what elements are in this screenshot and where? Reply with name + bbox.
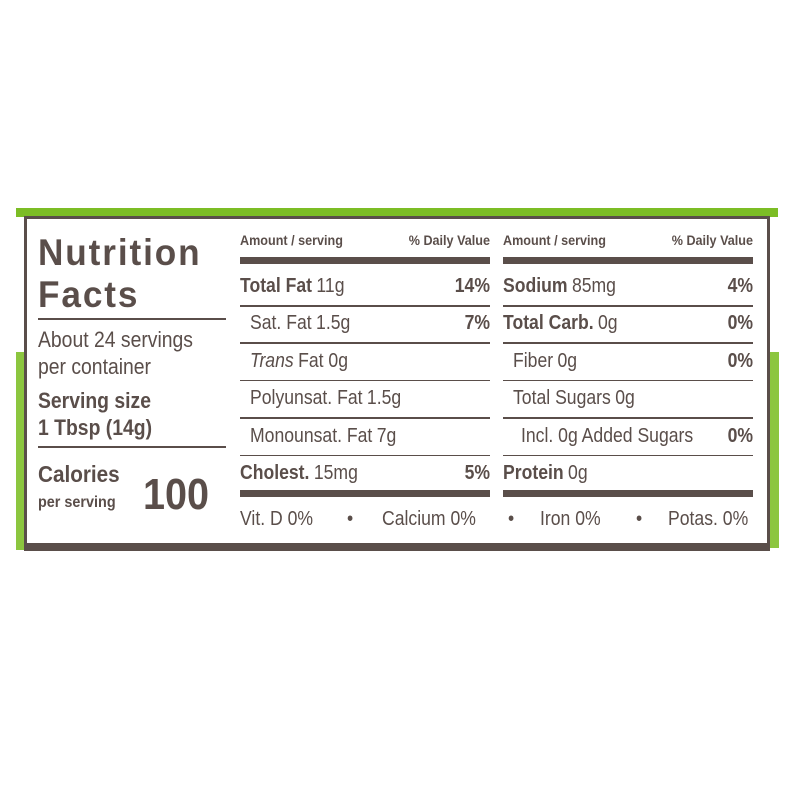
nutrient-row: Total Fat 11g — [240, 275, 345, 298]
thick-divider — [240, 257, 490, 264]
nutrient-name: Cholest. — [240, 462, 310, 484]
vitamin-item: Potas. 0% — [668, 508, 749, 530]
calories-sub: per serving — [38, 494, 116, 511]
nutrient-daily-value: 0% — [727, 424, 753, 447]
nutrient-daily-value: 7% — [464, 312, 490, 335]
nutrient-amount: 85mg — [571, 275, 616, 297]
row-divider — [503, 417, 753, 419]
bullet-separator: • — [508, 508, 515, 530]
nutrient-daily-value: 14% — [454, 275, 490, 297]
row-divider — [240, 305, 490, 307]
nutrient-amount: 11g — [316, 275, 345, 297]
row-divider — [503, 379, 753, 382]
nutrient-row: Fiber 0g — [513, 350, 577, 373]
nutrient-name: Total Carb. — [503, 312, 594, 335]
row-divider — [240, 379, 490, 382]
servings-line1: About 24 servings — [38, 327, 193, 352]
green-left-strip — [16, 352, 25, 550]
daily-value-header: % Daily Value — [671, 232, 753, 248]
serving-size-label: Serving size — [38, 388, 151, 413]
amount-per-serving-header: Amount / serving — [503, 232, 606, 248]
green-right-strip — [770, 352, 779, 548]
nutrient-name: Trans — [250, 349, 294, 372]
row-divider — [503, 454, 753, 457]
nutrient-name: Fiber — [513, 349, 554, 372]
nutrient-name: Polyunsat. Fat — [250, 387, 363, 410]
row-divider — [503, 305, 753, 307]
calories-value: 100 — [143, 470, 210, 519]
nutrient-name: Protein — [503, 462, 564, 484]
nutrient-amount: 0g — [598, 312, 618, 335]
nutrient-row: Protein 0g — [503, 462, 588, 485]
nutrient-name: Incl. 0g Added Sugars — [521, 424, 694, 447]
vitamin-item: Calcium 0% — [382, 508, 476, 530]
nutrient-row: Polyunsat. Fat 1.5g — [250, 387, 401, 410]
daily-value-header: % Daily Value — [408, 232, 490, 248]
bullet-separator: • — [636, 508, 643, 530]
calories-label: Calories — [38, 461, 120, 487]
thick-divider — [503, 257, 753, 264]
row-divider — [240, 417, 490, 419]
nutrient-name: Total Fat — [240, 275, 313, 297]
nutrient-daily-value: 0% — [727, 349, 753, 372]
nutrient-amount: 15mg — [313, 462, 358, 484]
nutrient-daily-value: 0% — [727, 312, 753, 335]
nutrient-row: Trans Fat 0g — [250, 350, 348, 373]
nutrient-amount: 0g — [615, 387, 635, 410]
nutrient-row: Total Sugars 0g — [513, 387, 635, 410]
row-divider — [503, 342, 753, 344]
nutrient-name: Sodium — [503, 275, 568, 297]
nutrient-amount: 0g — [568, 462, 588, 484]
nutrient-row: Sodium 85mg — [503, 275, 616, 298]
nutrient-amount: 7g — [376, 424, 397, 447]
nutrient-amount: Fat 0g — [298, 349, 348, 372]
nutrient-daily-value: 4% — [727, 275, 753, 297]
servings-per-container: About 24 servings per container — [38, 326, 193, 380]
amount-per-serving-header: Amount / serving — [240, 232, 343, 248]
vitamin-item: Iron 0% — [540, 508, 601, 530]
row-divider — [240, 454, 490, 457]
thick-divider — [503, 490, 753, 497]
title-line2: Facts — [38, 274, 140, 315]
serving-size-value: 1 Tbsp (14g) — [38, 415, 153, 440]
vitamin-item: Vit. D 0% — [240, 508, 314, 530]
divider — [38, 446, 226, 448]
nutrient-amount: 1.5g — [316, 312, 351, 335]
nutrient-row: Monounsat. Fat 7g — [250, 425, 396, 448]
serving-size: Serving size 1 Tbsp (14g) — [38, 387, 152, 441]
nutrient-daily-value: 5% — [464, 462, 490, 484]
divider — [38, 318, 226, 320]
nutrient-row: Sat. Fat 1.5g — [250, 312, 350, 335]
nutrient-name: Monounsat. Fat — [250, 424, 373, 447]
nutrient-name: Total Sugars — [513, 387, 611, 410]
title-line1: Nutrition — [38, 232, 202, 273]
nutrient-amount: 0g — [557, 349, 578, 372]
bullet-separator: • — [347, 508, 354, 530]
label-title: Nutrition Facts — [38, 232, 202, 316]
thick-divider — [240, 490, 490, 497]
green-top-band — [16, 208, 778, 217]
nutrient-row: Cholest. 15mg — [240, 462, 358, 485]
nutrient-amount: 1.5g — [366, 387, 402, 410]
row-divider — [240, 342, 490, 344]
servings-line2: per container — [38, 354, 152, 379]
nutrient-name: Sat. Fat — [250, 312, 312, 335]
nutrient-row: Incl. 0g Added Sugars — [521, 425, 698, 448]
nutrient-row: Total Carb. 0g — [503, 312, 618, 335]
